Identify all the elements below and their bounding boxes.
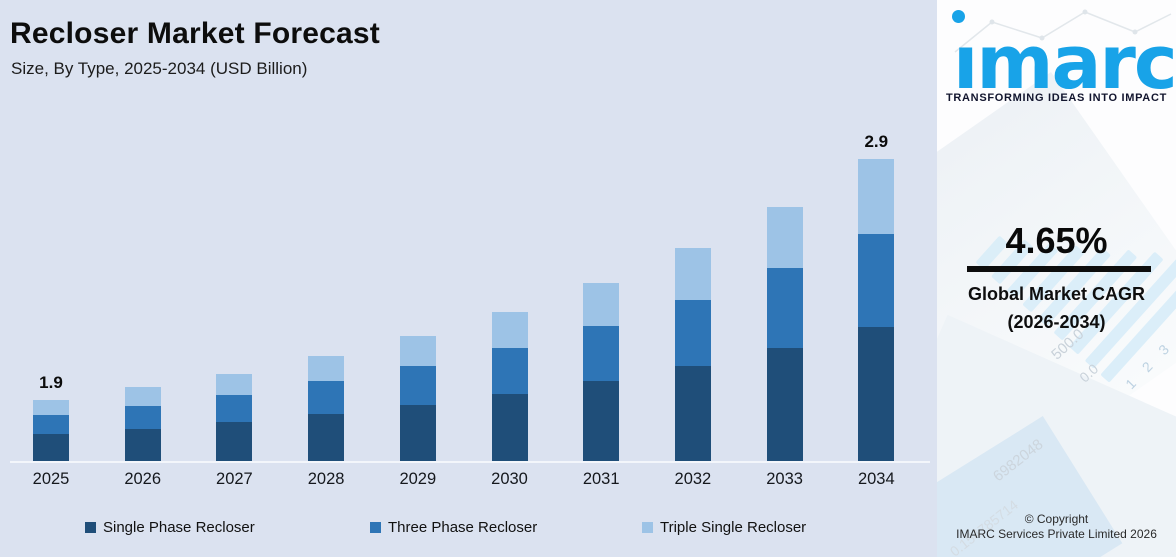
bar-2026 xyxy=(124,387,161,462)
x-tick-2032: 2032 xyxy=(674,470,712,488)
chart-section: Recloser Market Forecast Size, By Type, … xyxy=(0,17,937,549)
legend-item-three-phase-recloser: Three Phase Recloser xyxy=(370,519,537,536)
imarc-wordmark: ımarc xyxy=(953,20,1176,106)
bar-segment-2033-three-phase-recloser xyxy=(766,268,803,348)
bar-segment-2028-three-phase-recloser xyxy=(308,381,345,414)
bar-segment-2027-three-phase-recloser xyxy=(216,395,253,422)
x-tick-2027: 2027 xyxy=(216,470,253,488)
x-tick-2028: 2028 xyxy=(307,470,345,488)
legend-item-single-phase-recloser: Single Phase Recloser xyxy=(85,519,255,536)
bar-segment-2030-single-phase-recloser xyxy=(491,394,528,462)
bar-2028 xyxy=(308,356,345,462)
bar-segment-2032-single-phase-recloser xyxy=(674,366,711,462)
page-title: Recloser Market Forecast xyxy=(10,17,380,50)
bar-2030 xyxy=(491,312,528,462)
bar-2031 xyxy=(583,283,620,462)
bar-segment-2029-single-phase-recloser xyxy=(399,405,436,462)
x-tick-2033: 2033 xyxy=(766,470,803,488)
legend-swatch-icon xyxy=(642,522,653,533)
cagr-period: (2026-2034) xyxy=(1007,312,1106,332)
copyright-line1: © Copyright xyxy=(1024,512,1089,526)
network-decoration xyxy=(954,9,1172,53)
bar-segment-2025-triple-single-recloser xyxy=(33,400,69,415)
bar-segment-2026-single-phase-recloser xyxy=(124,429,161,462)
bar-2034 xyxy=(858,159,895,462)
bar-segment-2034-triple-single-recloser xyxy=(858,159,895,234)
bar-segment-2029-three-phase-recloser xyxy=(399,366,436,405)
bar-2032 xyxy=(674,248,711,462)
legend-swatch-icon xyxy=(85,522,96,533)
data-label-2025: 1.9 xyxy=(39,373,63,392)
cagr-label: Global Market CAGR xyxy=(967,284,1146,304)
x-tick-2029: 2029 xyxy=(399,470,437,488)
bar-segment-2025-three-phase-recloser xyxy=(33,415,69,434)
legend: Single Phase Recloser Three Phase Reclose… xyxy=(0,519,937,549)
axis-baseline xyxy=(10,461,930,463)
cagr-value: 4.65% xyxy=(1005,220,1108,261)
cagr-underline xyxy=(967,266,1151,272)
bar-2033 xyxy=(766,207,803,462)
copyright-line2: IMARC Services Private Limited 2026 xyxy=(956,527,1157,541)
bar-segment-2030-three-phase-recloser xyxy=(491,348,528,394)
x-tick-2025: 2025 xyxy=(32,470,70,488)
bar-segment-2027-triple-single-recloser xyxy=(216,374,253,395)
bar-segment-2028-single-phase-recloser xyxy=(308,414,345,462)
bar-2027 xyxy=(216,374,253,462)
x-tick-2031: 2031 xyxy=(582,470,620,488)
bar-segment-2033-single-phase-recloser xyxy=(766,348,803,462)
bar-segment-2031-single-phase-recloser xyxy=(583,381,620,462)
bar-segment-2033-triple-single-recloser xyxy=(766,207,803,268)
bar-segment-2028-triple-single-recloser xyxy=(308,356,345,381)
legend-swatch-icon xyxy=(370,522,381,533)
bar-segment-2030-triple-single-recloser xyxy=(491,312,528,348)
bar-segment-2026-three-phase-recloser xyxy=(124,406,161,429)
legend-label: Single Phase Recloser xyxy=(103,519,255,536)
bar-segment-2034-three-phase-recloser xyxy=(858,234,895,327)
bar-segment-2029-triple-single-recloser xyxy=(399,336,436,366)
bar-2029 xyxy=(399,336,436,462)
side-panel: 500.0 0.0 1 2 3 4 6982048 0.154785714 ım… xyxy=(937,0,1176,557)
bar-segment-2031-triple-single-recloser xyxy=(583,283,620,326)
bar-segment-2034-single-phase-recloser xyxy=(858,327,895,462)
imarc-tagline: TRANSFORMING IDEAS INTO IMPACT xyxy=(945,92,1168,104)
imarc-logo-dot-icon xyxy=(952,10,965,23)
bar-segment-2026-triple-single-recloser xyxy=(124,387,161,406)
legend-item-triple-single-recloser: Triple Single Recloser xyxy=(642,519,806,536)
bar-segment-2027-single-phase-recloser xyxy=(216,422,253,462)
bar-2025 xyxy=(33,400,69,462)
bar-segment-2032-three-phase-recloser xyxy=(674,300,711,366)
legend-label: Triple Single Recloser xyxy=(660,519,807,536)
page-subtitle: Size, By Type, 2025-2034 (USD Billion) xyxy=(11,59,308,78)
x-tick-2034: 2034 xyxy=(857,470,895,488)
legend-label: Three Phase Recloser xyxy=(388,519,538,536)
x-tick-2030: 2030 xyxy=(491,470,528,488)
bar-segment-2032-triple-single-recloser xyxy=(674,248,711,300)
x-tick-2026: 2026 xyxy=(124,470,162,488)
bar-segment-2025-single-phase-recloser xyxy=(33,434,69,462)
data-label-2034: 2.9 xyxy=(864,132,889,151)
bar-segment-2031-three-phase-recloser xyxy=(583,326,620,381)
